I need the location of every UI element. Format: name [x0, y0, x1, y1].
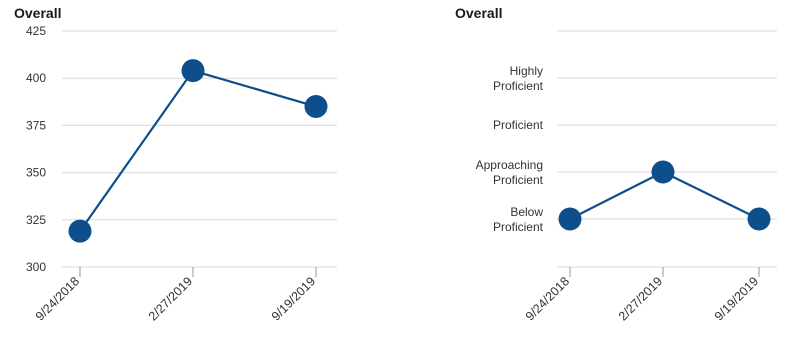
chart1-x-tick-label: 9/19/2019 — [269, 274, 318, 323]
chart2-data-point[interactable] — [747, 207, 771, 231]
chart2-title: Overall — [455, 5, 502, 21]
chart2-data-point[interactable] — [558, 207, 582, 231]
chart1-series-line — [79, 69, 317, 232]
chart2-x-ticks: 9/24/2018 2/27/2019 9/19/2019 — [523, 267, 761, 323]
chart1-y-ticks: 300 325 350 375 400 425 — [26, 24, 46, 274]
chart1-data-point[interactable] — [68, 219, 92, 243]
chart1-title: Overall — [14, 5, 61, 21]
chart1-data-point[interactable] — [304, 95, 328, 119]
chart1-y-tick-label: 325 — [26, 213, 46, 227]
chart2-x-tick-label: 9/24/2018 — [523, 274, 572, 323]
chart2-y-tick-label: Approaching Proficient — [476, 158, 544, 187]
chart1-x-tick-label: 2/27/2019 — [146, 274, 195, 323]
chart2-x-tick-label: 2/27/2019 — [616, 274, 665, 323]
chart1-y-tick-label: 375 — [26, 118, 46, 132]
chart2-data-point[interactable] — [651, 160, 675, 184]
chart1-y-tick-label: 350 — [26, 166, 46, 180]
chart2-gridlines — [557, 30, 777, 268]
chart2-y-ticks: Below Proficient Approaching Proficient Prof… — [476, 64, 544, 234]
chart1-y-tick-label: 300 — [26, 260, 46, 274]
chart1-series — [68, 59, 328, 243]
chart2-y-tick-label: Below Proficient — [493, 205, 544, 234]
chart2-y-tick-label: Proficient — [493, 118, 544, 132]
chart1-x-ticks: 9/24/2018 2/27/2019 9/19/2019 — [33, 267, 318, 323]
chart1-y-tick-label: 425 — [26, 24, 46, 38]
chart2-series — [558, 160, 771, 231]
chart2-y-tick-label: Highly Proficient — [493, 64, 544, 93]
chart1-data-point[interactable] — [181, 59, 205, 83]
overall-proficiency-chart: Overall Below Proficient Approaching Profic… — [455, 5, 777, 323]
chart2-x-tick-label: 9/19/2019 — [712, 274, 761, 323]
overall-score-chart: Overall 300 325 350 375 400 425 9/24/2018 2/27… — [14, 5, 337, 323]
chart1-x-tick-label: 9/24/2018 — [33, 274, 82, 323]
chart1-y-tick-label: 400 — [26, 71, 46, 85]
